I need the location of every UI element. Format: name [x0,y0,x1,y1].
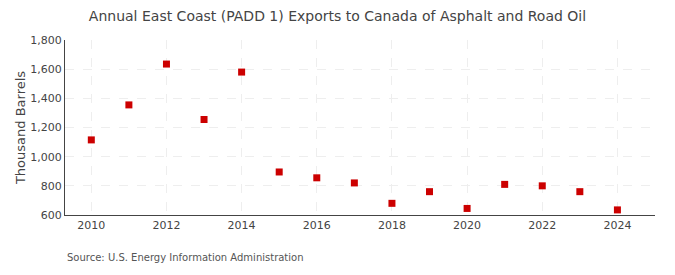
svg-text:2020: 2020 [453,219,481,232]
svg-text:2018: 2018 [378,219,406,232]
svg-text:2016: 2016 [303,219,331,232]
svg-text:Annual East Coast (PADD 1) Exp: Annual East Coast (PADD 1) Exports to Ca… [89,8,586,24]
svg-text:Source: U.S. Energy Informatio: Source: U.S. Energy Information Administ… [67,252,304,263]
svg-text:2012: 2012 [152,219,180,232]
svg-text:800: 800 [41,180,62,193]
svg-text:1,000: 1,000 [30,151,62,164]
svg-text:2010: 2010 [77,219,105,232]
svg-text:2024: 2024 [603,219,631,232]
svg-text:600: 600 [41,209,62,222]
svg-text:1,200: 1,200 [30,121,62,134]
svg-text:1,400: 1,400 [30,92,62,105]
svg-text:1,800: 1,800 [30,34,62,47]
svg-text:1,600: 1,600 [30,63,62,76]
svg-text:2022: 2022 [528,219,556,232]
svg-text:Thousand Barrels: Thousand Barrels [13,71,28,185]
svg-text:2014: 2014 [228,219,256,232]
